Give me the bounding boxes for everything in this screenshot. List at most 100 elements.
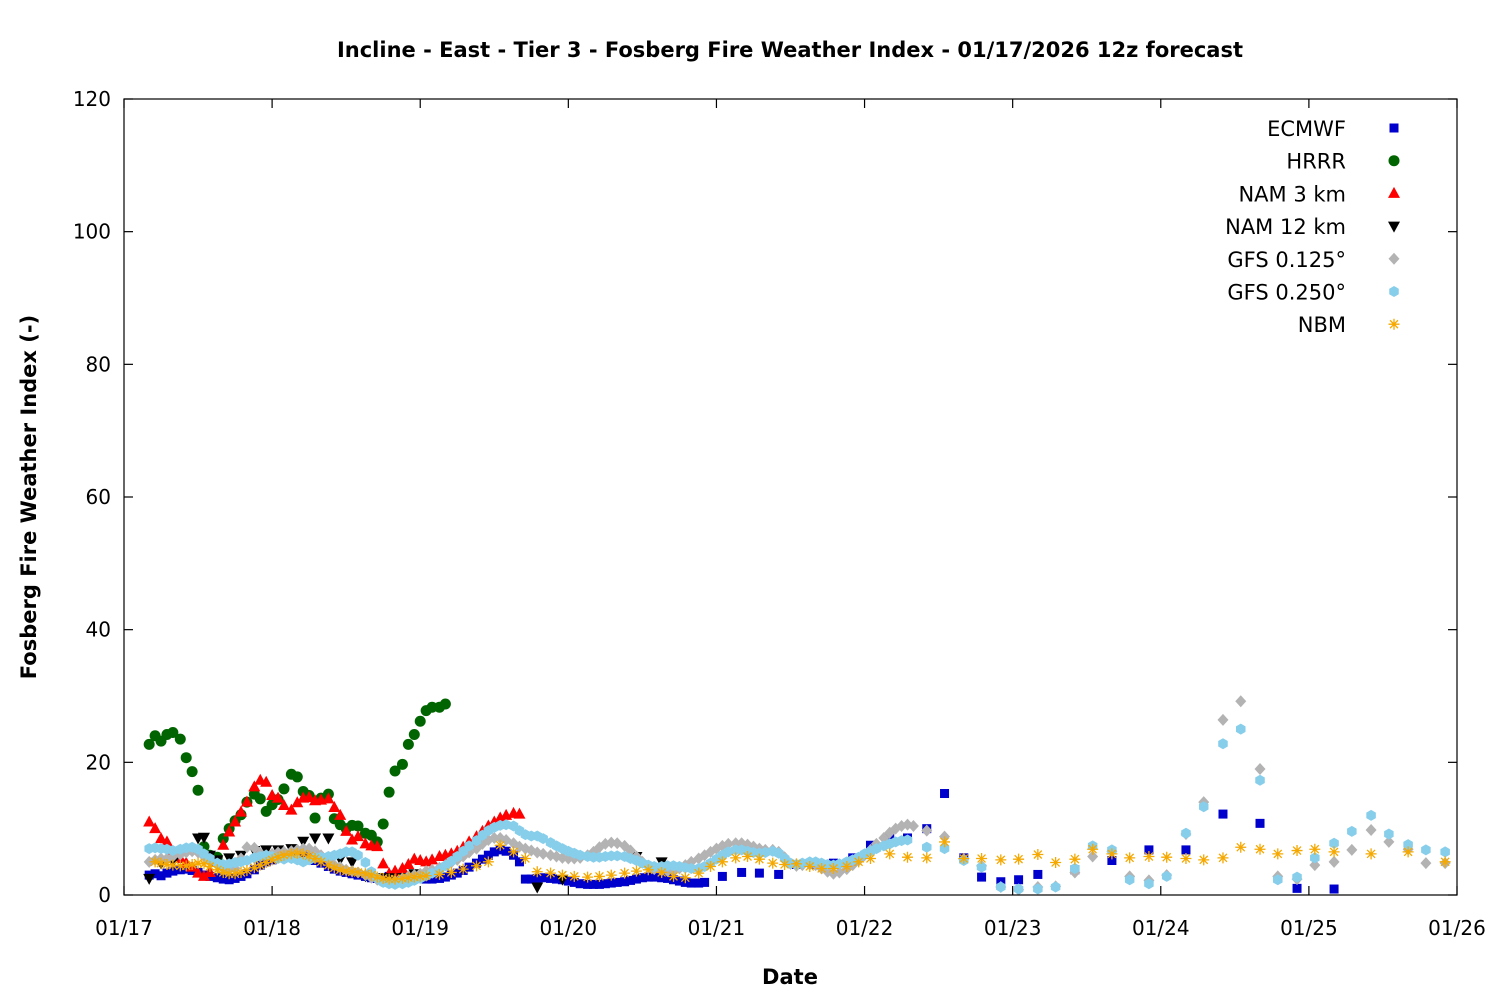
data-point-nbm (359, 868, 371, 880)
data-point-gfs-0-125 (907, 820, 919, 833)
data-point-nam-3-km (396, 861, 409, 873)
data-point-ecmwf (212, 873, 222, 883)
legend-label: GFS 0.250° (1227, 281, 1346, 305)
data-point-nbm (352, 866, 364, 878)
data-point-nam-3-km (377, 857, 390, 869)
data-point-nbm (260, 856, 272, 868)
data-point-nbm (1124, 852, 1136, 864)
x-tick-label: 01/26 (1428, 916, 1486, 940)
data-point-nbm (995, 854, 1007, 866)
data-point-nam-3-km (334, 808, 347, 820)
data-point-nbm (161, 858, 173, 870)
data-point-nbm (471, 860, 483, 872)
data-point-nbm (322, 859, 334, 871)
data-point-nam-3-km (352, 830, 365, 842)
data-point-ecmwf (532, 873, 542, 883)
data-point-gfs-0-250 (871, 843, 882, 855)
data-point-nbm (223, 868, 235, 880)
legend-label: HRRR (1286, 150, 1346, 174)
data-point-nbm (346, 866, 358, 878)
data-point-nam-3-km (143, 815, 156, 827)
data-point-gfs-0-250 (1050, 881, 1061, 893)
data-point-ecmwf (1329, 884, 1339, 894)
data-point-gfs-0-125 (1235, 695, 1247, 708)
data-point-hrrr (254, 793, 266, 805)
data-point-ecmwf (440, 872, 450, 882)
data-point-ecmwf (643, 872, 653, 882)
x-tick-label: 01/19 (391, 916, 449, 940)
data-point-nbm (582, 871, 594, 883)
data-point-nbm (1235, 841, 1247, 853)
legend-marker (1388, 186, 1400, 198)
data-point-nbm (414, 870, 426, 882)
legend-marker (1389, 123, 1399, 133)
data-point-ecmwf (600, 879, 610, 889)
data-point-nam-3-km (426, 853, 439, 865)
legend-label: NAM 3 km (1238, 182, 1346, 206)
data-point-nbm (921, 852, 933, 864)
data-point-ecmwf (649, 872, 659, 882)
data-point-nam-3-km (272, 791, 285, 803)
data-point-nbm (1087, 843, 1099, 855)
data-point-ecmwf (637, 873, 647, 883)
data-point-nbm (1402, 846, 1414, 858)
legend-label: NBM (1298, 313, 1346, 337)
data-point-gfs-0-250 (1181, 827, 1191, 839)
x-tick-label: 01/20 (540, 916, 598, 940)
data-point-nam-3-km (346, 833, 359, 845)
data-point-nbm (309, 853, 321, 865)
data-point-nam-3-km (197, 869, 210, 881)
data-point-gfs-0-250 (1235, 723, 1246, 735)
data-point-nbm (767, 857, 779, 869)
data-point-gfs-0-125 (488, 831, 500, 844)
series-nam-3-km (143, 773, 526, 881)
data-point-nam-12-km (309, 833, 322, 845)
data-point-ecmwf (1181, 845, 1191, 855)
data-point-ecmwf (526, 874, 536, 884)
data-point-ecmwf (224, 875, 234, 885)
series-nbm (149, 836, 1451, 885)
data-point-gfs-0-250 (1403, 839, 1413, 851)
plot-frame (123, 98, 1458, 896)
data-point-nbm (149, 856, 161, 868)
data-point-hrrr (174, 733, 186, 745)
data-point-nbm (508, 846, 520, 858)
data-point-ecmwf (1014, 875, 1024, 885)
data-point-nbm (939, 836, 951, 848)
data-point-hrrr (396, 758, 408, 770)
data-point-gfs-0-125 (1346, 843, 1358, 856)
data-point-ecmwf (168, 866, 178, 876)
data-point-nbm (753, 853, 765, 865)
data-point-nam-12-km (531, 882, 544, 894)
data-point-ecmwf (452, 868, 462, 878)
data-point-nbm (371, 871, 383, 883)
data-point-nam-3-km (285, 803, 298, 815)
data-point-nbm (804, 860, 816, 872)
data-point-gfs-0-125 (1365, 823, 1377, 836)
data-point-hrrr (309, 812, 321, 824)
data-point-nbm (408, 871, 420, 883)
data-point-nbm (445, 866, 457, 878)
data-point-nbm (1217, 852, 1229, 864)
data-point-gfs-0-250 (902, 834, 913, 846)
data-point-hrrr (186, 766, 198, 778)
data-point-ecmwf (663, 873, 673, 883)
data-point-nbm (742, 851, 754, 863)
series-hrrr (143, 698, 451, 863)
data-point-hrrr (143, 738, 155, 750)
data-point-nbm (155, 857, 167, 869)
data-point-ecmwf (514, 857, 524, 867)
data-point-gfs-0-250 (1161, 870, 1172, 882)
data-point-gfs-0-250 (939, 843, 950, 855)
data-point-ecmwf (583, 879, 593, 889)
data-point-nam-12-km (322, 833, 335, 845)
data-point-nbm (186, 858, 198, 870)
data-point-nbm (229, 868, 241, 880)
data-point-ecmwf (218, 874, 228, 884)
data-point-nbm (315, 856, 327, 868)
data-point-gfs-0-250 (612, 850, 622, 862)
data-point-nbm (605, 869, 617, 881)
legend-marker (1388, 318, 1400, 330)
data-point-gfs-0-250 (1013, 883, 1024, 895)
data-point-nbm (519, 853, 531, 865)
